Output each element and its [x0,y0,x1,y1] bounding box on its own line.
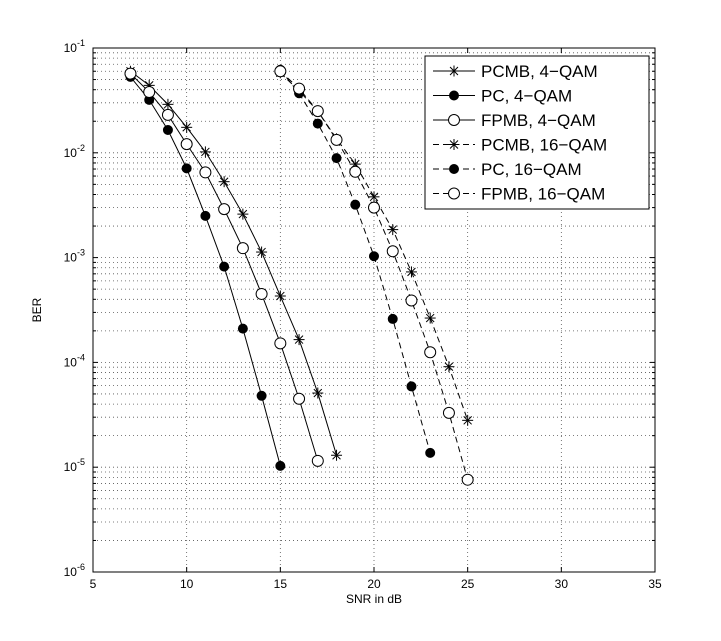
x-tick-label: 30 [555,577,569,591]
data-point [274,290,286,302]
data-point [219,261,230,272]
data-point [350,199,361,210]
x-tick-label: 35 [648,577,662,591]
legend-marker [449,164,459,174]
data-point [461,473,474,486]
series-layer [124,64,474,486]
data-point [218,203,231,216]
data-point [311,454,324,467]
data-point [200,210,211,221]
legend-marker [449,90,459,101]
legend-marker [448,114,460,126]
data-point [162,98,174,110]
y-tick-label: 10-3 [64,248,85,265]
data-point [424,346,437,359]
data-point [386,245,399,258]
data-point [199,166,212,179]
data-point [349,165,362,178]
data-point [405,266,417,278]
data-point [236,242,249,255]
legend-label: FPMB, 4−QAM [481,111,596,130]
data-point [312,118,323,129]
data-point [330,133,343,146]
legend-marker [448,187,460,200]
legend-entry: PCMB, 16−QAM [433,136,607,155]
data-point [275,460,286,471]
data-point [462,414,474,426]
data-point [237,323,248,334]
legend-marker [448,65,460,77]
data-point [180,138,193,151]
data-point [143,86,156,99]
data-point [256,390,267,401]
data-point [255,287,268,300]
legend-entry: FPMB, 4−QAM [433,111,596,130]
data-point [293,82,306,95]
x-tick-label: 15 [274,577,288,591]
data-point [442,406,455,419]
legend-label: PC, 4−QAM [481,87,572,106]
x-tick-label: 5 [90,577,97,591]
series-line [130,76,281,466]
y-tick-label: 10-1 [64,38,85,55]
series-line [130,70,338,456]
y-tick-label: 10-4 [64,352,85,369]
legend-entry: FPMB, 16−QAM [433,185,605,204]
series-2 [125,71,286,471]
series-6 [274,65,474,486]
series-1 [124,65,343,461]
data-point [312,387,324,399]
data-point [387,313,398,324]
data-point [387,224,399,236]
data-point [331,153,342,164]
x-tick-label: 25 [461,577,475,591]
legend-label: FPMB, 16−QAM [481,185,605,204]
data-point [424,312,436,324]
data-point [368,201,380,214]
legend-label: PC, 16−QAM [481,160,582,179]
legend-label: PCMB, 4−QAM [481,62,598,81]
data-point [256,246,268,258]
data-point [181,121,193,133]
data-point [331,449,343,461]
x-tick-label: 20 [367,577,381,591]
data-point [274,337,287,350]
data-point [443,361,455,373]
series-3 [124,67,324,467]
legend: PCMB, 4−QAM PC, 4−QAM FPMB, 4−QAM PCMB, 16−… [424,55,650,210]
legend-marker [448,139,460,150]
y-tick-label: 10-5 [64,457,85,474]
data-point [311,105,324,118]
data-point [406,381,417,392]
series-line [279,70,469,480]
data-point [181,163,192,174]
data-point [218,176,230,188]
data-point [162,125,173,136]
legend-entry: PC, 16−QAM [433,160,582,179]
data-point [405,294,418,307]
data-point [161,108,174,121]
data-point [199,146,211,158]
data-point [368,191,380,203]
data-point [293,392,306,405]
y-axis-label: BER [30,297,44,322]
y-tick-label: 10-6 [64,562,85,579]
data-point [124,67,137,80]
data-point [369,251,379,262]
data-point [237,208,249,220]
legend-label: PCMB, 16−QAM [481,136,607,155]
data-point [274,65,287,78]
legend-box [424,55,650,210]
legend-entry: PCMB, 4−QAM [433,62,598,81]
legend-entry: PC, 4−QAM [433,87,572,106]
data-point [293,334,305,346]
ticks: 5 10 15 20 25 30 35 10-6 10-5 10-4 10-3 10-2 10-1 [64,38,662,591]
x-axis-label: SNR in dB [346,592,402,606]
x-tick-label: 10 [180,577,194,591]
data-point [425,447,436,458]
y-tick-label: 10-2 [64,143,85,160]
